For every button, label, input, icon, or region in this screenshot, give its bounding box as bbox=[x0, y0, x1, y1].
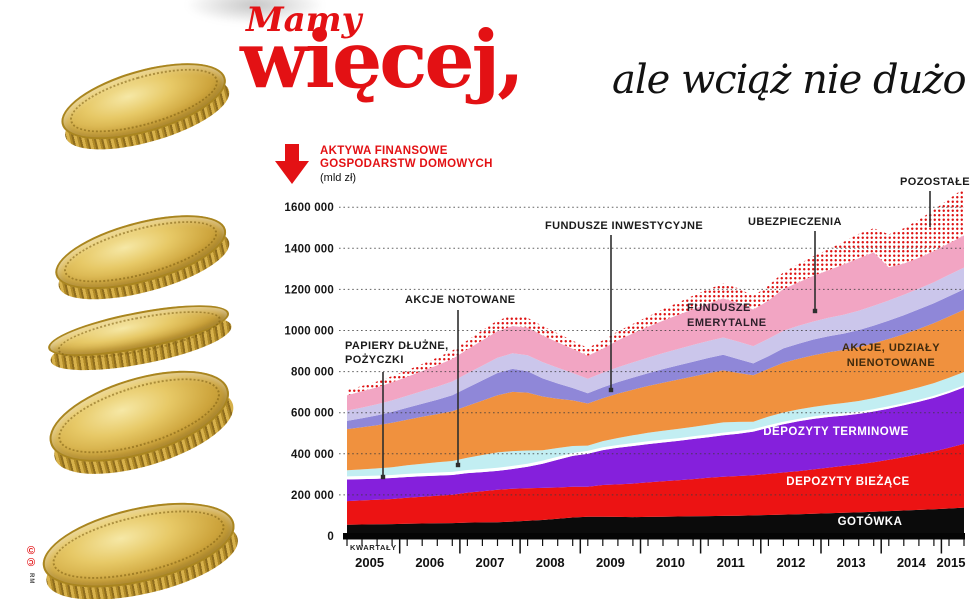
author-initials: RM bbox=[28, 573, 34, 585]
svg-text:DEPOZYTY TERMINOWE: DEPOZYTY TERMINOWE bbox=[763, 426, 909, 438]
svg-text:UBEZPIECZENIA: UBEZPIECZENIA bbox=[748, 216, 842, 228]
svg-text:2007: 2007 bbox=[476, 555, 505, 570]
area-akcje_nienotowane bbox=[347, 309, 964, 471]
svg-text:POZOSTAŁE: POZOSTAŁE bbox=[900, 176, 970, 188]
inside-labels: FUNDUSZE EMERYTALNE AKCJE, UDZIAŁY NIENOTOW… bbox=[687, 302, 940, 528]
stacked-area-chart: 0 200 000 400 000 600 000 800 000 1000 000 120… bbox=[284, 176, 970, 570]
y-axis-labels: 0 200 000 400 000 600 000 800 000 1000 000 120… bbox=[284, 202, 334, 543]
gold-coin-icon bbox=[47, 200, 237, 314]
down-arrow-icon bbox=[275, 144, 309, 184]
svg-text:1600 000: 1600 000 bbox=[284, 202, 334, 214]
gold-coin-icon bbox=[53, 47, 237, 165]
svg-text:800 000: 800 000 bbox=[291, 367, 334, 379]
area-pozostale bbox=[347, 188, 964, 396]
svg-text:2005: 2005 bbox=[355, 555, 384, 570]
chart-title-line2: GOSPODARSTW DOMOWYCH bbox=[320, 158, 493, 170]
annotations: PAPIERY DŁUŻNE, POŻYCZKI AKCJE NOTOWANE FUN… bbox=[345, 176, 970, 480]
chart-unit: (mld zł) bbox=[320, 172, 357, 184]
headline-emphasis: więcej, bbox=[240, 13, 525, 106]
svg-text:2011: 2011 bbox=[717, 555, 745, 570]
chart-areas bbox=[347, 188, 964, 536]
svg-text:200 000: 200 000 bbox=[291, 490, 334, 502]
area-akcje_notowane bbox=[347, 372, 964, 477]
area-fundusze_inwestycyjne bbox=[347, 289, 964, 430]
svg-text:GOTÓWKA: GOTÓWKA bbox=[838, 515, 903, 528]
svg-text:2013: 2013 bbox=[837, 555, 866, 570]
area-gotowka bbox=[347, 507, 964, 536]
svg-text:1200 000: 1200 000 bbox=[284, 284, 334, 296]
svg-text:2009: 2009 bbox=[596, 555, 625, 570]
svg-text:PAPIERY DŁUŻNE,POŻYCZKI: PAPIERY DŁUŻNE, POŻYCZKI bbox=[345, 339, 449, 366]
area-fundusze_emerytalne bbox=[347, 235, 964, 411]
chart-header: AKTYWA FINANSOWE GOSPODARSTW DOMOWYCH (m… bbox=[274, 144, 493, 185]
chart-title: AKTYWA FINANSOWE GOSPODARSTW DOMOWYCH (m… bbox=[320, 144, 493, 185]
svg-text:AKCJE NOTOWANE: AKCJE NOTOWANE bbox=[405, 294, 516, 306]
x-axis: 2005 2006 2007 2008 2009 2010 2011 2012 2013 2014… bbox=[343, 533, 965, 570]
svg-text:2010: 2010 bbox=[656, 555, 685, 570]
svg-text:DEPOZYTY BIEŻĄCE: DEPOZYTY BIEŻĄCE bbox=[786, 475, 909, 488]
svg-text:0: 0 bbox=[327, 531, 334, 543]
svg-text:1400 000: 1400 000 bbox=[284, 243, 334, 255]
svg-text:2014: 2014 bbox=[897, 555, 927, 570]
area-depozyty_terminowe bbox=[347, 387, 964, 502]
copyright-icon: © bbox=[26, 545, 36, 557]
area-depozyty_biezace bbox=[347, 443, 964, 525]
svg-text:600 000: 600 000 bbox=[291, 408, 334, 420]
svg-text:2006: 2006 bbox=[415, 555, 444, 570]
chart-title-line1: AKTYWA FINANSOWE bbox=[320, 145, 448, 157]
area-ubezpieczenia bbox=[347, 267, 964, 421]
svg-text:400 000: 400 000 bbox=[291, 449, 334, 461]
copyright-icon: © bbox=[26, 557, 36, 569]
gridlines bbox=[339, 206, 964, 496]
svg-text:2012: 2012 bbox=[776, 555, 805, 570]
svg-text:1000 000: 1000 000 bbox=[284, 326, 334, 338]
headline-tail: ale wciąż nie dużo bbox=[612, 57, 967, 103]
svg-text:FUNDUSZE INWESTYCYJNE: FUNDUSZE INWESTYCYJNE bbox=[545, 220, 703, 232]
credits: © © RM bbox=[20, 545, 42, 589]
headline-lead: Mamy bbox=[246, 0, 362, 40]
svg-text:2008: 2008 bbox=[536, 555, 565, 570]
gold-coin-icon bbox=[34, 487, 246, 599]
svg-text:KWARTAŁY: KWARTAŁY bbox=[350, 543, 397, 552]
svg-text:2015: 2015 bbox=[937, 555, 966, 570]
